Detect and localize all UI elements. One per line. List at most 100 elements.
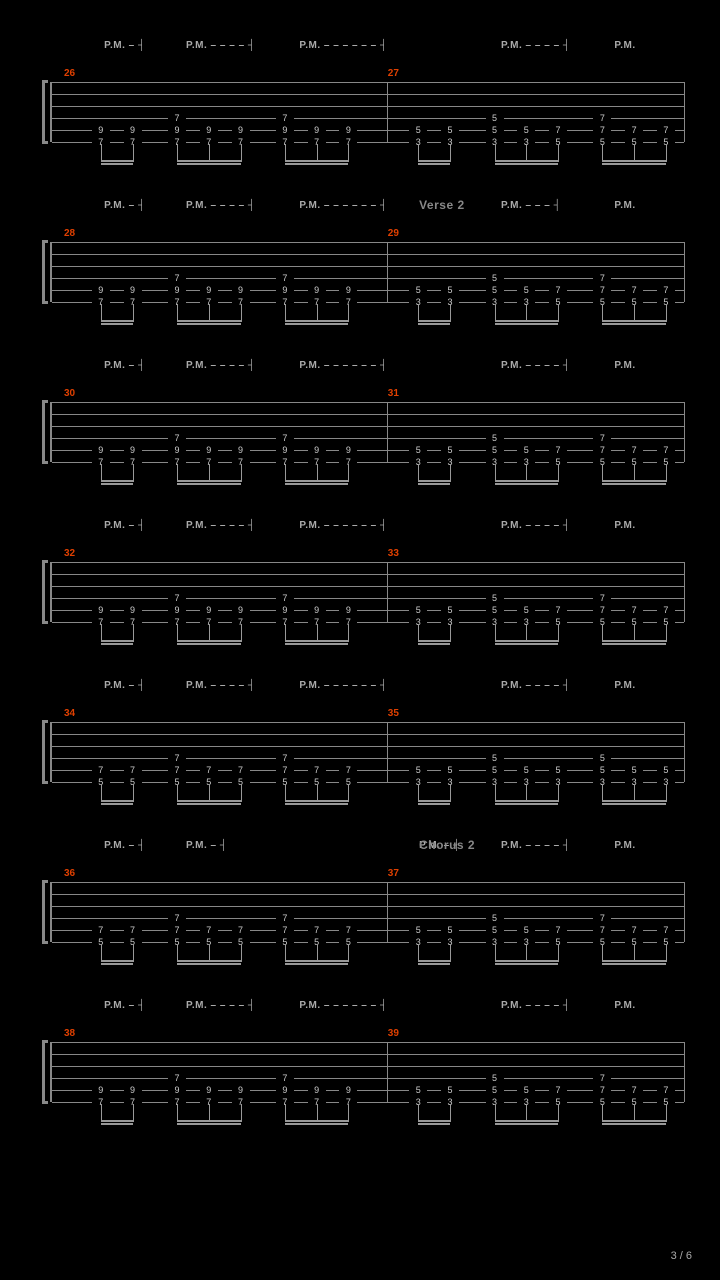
- beam: [177, 1123, 241, 1125]
- fret-number: 5: [486, 926, 504, 935]
- fret-number: 5: [409, 606, 427, 615]
- beam: [418, 643, 450, 645]
- fret-number: 5: [441, 126, 459, 135]
- fret-number: 7: [549, 446, 567, 455]
- beam: [285, 640, 349, 642]
- bar-number: 39: [388, 1028, 399, 1039]
- beam: [177, 800, 241, 802]
- fret-number: 5: [517, 766, 535, 775]
- bar-number: 37: [388, 868, 399, 879]
- fret-number: 5: [486, 114, 504, 123]
- fret-number: 9: [232, 606, 250, 615]
- pm-marking: P.M. – ┤: [104, 680, 145, 691]
- bar-number-row: 3233: [30, 548, 690, 562]
- fret-number: 7: [276, 434, 294, 443]
- fret-number: 7: [593, 1086, 611, 1095]
- beam: [101, 1120, 133, 1122]
- beam: [495, 963, 559, 965]
- fret-number: 7: [168, 766, 186, 775]
- fret-number: 5: [441, 766, 459, 775]
- beam: [495, 800, 559, 802]
- fret-number: 7: [168, 914, 186, 923]
- pm-annotation-row: P.M. – ┤P.M. – – – – ┤P.M. – – – – – – ┤…: [60, 40, 690, 64]
- fret-number: 9: [200, 1086, 218, 1095]
- page-number: 3 / 6: [671, 1250, 692, 1262]
- pm-annotation-row: P.M. – ┤P.M. – – – – ┤P.M. – – – – – – ┤…: [60, 360, 690, 384]
- fret-number: 9: [276, 1086, 294, 1095]
- beam: [177, 1120, 241, 1122]
- bar-number-row: 3031: [30, 388, 690, 402]
- pm-marking: P.M. – ┤: [186, 840, 227, 851]
- note-columns: 979779797977979797535355353757757575: [50, 402, 685, 492]
- fret-number: 7: [168, 754, 186, 763]
- fret-number: 5: [409, 766, 427, 775]
- beam: [285, 1120, 349, 1122]
- fret-number: 7: [200, 766, 218, 775]
- beam: [285, 323, 349, 325]
- beam: [495, 803, 559, 805]
- beam: [418, 1120, 450, 1122]
- beam: [495, 160, 559, 162]
- beam: [418, 800, 450, 802]
- pm-marking: P.M. – – – – ┤: [186, 520, 256, 531]
- system-bracket: [42, 80, 48, 144]
- fret-number: 7: [339, 926, 357, 935]
- fret-number: 7: [593, 926, 611, 935]
- bar-number: 33: [388, 548, 399, 559]
- beam: [285, 483, 349, 485]
- fret-number: 7: [593, 914, 611, 923]
- beam: [418, 1123, 450, 1125]
- fret-number: 9: [276, 286, 294, 295]
- beam: [101, 960, 133, 962]
- beam: [285, 163, 349, 165]
- section-label: Verse 2: [419, 198, 465, 212]
- fret-number: 9: [232, 446, 250, 455]
- fret-number: 9: [339, 446, 357, 455]
- beam-row: [50, 160, 685, 172]
- beam: [177, 323, 241, 325]
- fret-number: 5: [409, 926, 427, 935]
- fret-number: 7: [625, 1086, 643, 1095]
- pm-marking: P.M. – – – – ┤: [186, 1000, 256, 1011]
- beam: [177, 963, 241, 965]
- fret-number: 5: [441, 286, 459, 295]
- beam: [285, 1123, 349, 1125]
- beam: [418, 163, 450, 165]
- beam: [101, 963, 133, 965]
- bar-number: 28: [64, 228, 75, 239]
- fret-number: 5: [486, 434, 504, 443]
- beam: [101, 1123, 133, 1125]
- beam: [495, 1123, 559, 1125]
- beam: [602, 160, 666, 162]
- beam: [602, 323, 666, 325]
- beam: [285, 320, 349, 322]
- fret-number: 7: [593, 126, 611, 135]
- bar-number: 31: [388, 388, 399, 399]
- fret-number: 7: [549, 126, 567, 135]
- pm-marking: P.M. – ┤: [104, 840, 145, 851]
- beam: [602, 643, 666, 645]
- beam: [602, 640, 666, 642]
- fret-number: 5: [486, 274, 504, 283]
- fret-number: 7: [593, 286, 611, 295]
- fret-number: 9: [168, 1086, 186, 1095]
- pm-marking: P.M. – – – – ┤: [186, 360, 256, 371]
- fret-number: 9: [232, 286, 250, 295]
- pm-marking: P.M.: [614, 520, 635, 531]
- fret-number: 7: [92, 766, 110, 775]
- beam: [418, 960, 450, 962]
- fret-number: 7: [276, 914, 294, 923]
- beam-row: [50, 960, 685, 972]
- bar-number: 35: [388, 708, 399, 719]
- pm-marking: P.M. – ┤: [104, 360, 145, 371]
- tab-system: P.M. – ┤P.M. – – – – ┤P.M. – – – – – – ┤…: [30, 520, 690, 675]
- pm-marking: P.M. – – – – – – ┤: [299, 200, 387, 211]
- bar-number-row: 2627: [30, 68, 690, 82]
- system-bracket: [42, 560, 48, 624]
- pm-marking: P.M. – ┤: [104, 40, 145, 51]
- beam: [101, 643, 133, 645]
- beam: [101, 480, 133, 482]
- beam: [418, 323, 450, 325]
- tab-system: P.M. – ┤P.M. – – – – ┤P.M. – – – – – – ┤…: [30, 1000, 690, 1155]
- beam: [285, 480, 349, 482]
